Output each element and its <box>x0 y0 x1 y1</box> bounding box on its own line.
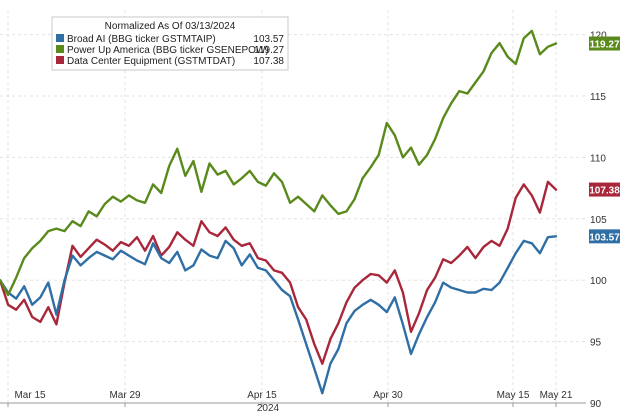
series-line-2 <box>0 180 558 365</box>
legend-items: Broad AI (BBG ticker GSTMTAIP) 103.57Powe… <box>56 34 284 67</box>
legend-swatch <box>56 34 64 42</box>
legend: Normalized As Of 03/13/2024 Broad AI (BB… <box>51 16 289 71</box>
y-tick-label: 115 <box>590 92 606 103</box>
last-value-badges: 103.57 119.27 107.38 <box>589 36 620 244</box>
y-tick-label: 110 <box>590 153 606 164</box>
last-value-badge-text: 103.57 <box>589 232 620 243</box>
y-tick-label: 120 <box>590 31 607 42</box>
legend-series-name: Power Up America (BBG ticker GSENEPOW) <box>67 45 269 56</box>
x-tick-label: Mar 29 <box>109 390 141 401</box>
legend-series-value: 107.38 <box>253 56 284 67</box>
legend-series-value: 119.27 <box>254 45 284 56</box>
last-value-badge-bg <box>589 182 620 197</box>
last-value-badge-bg <box>589 36 620 51</box>
y-tick-label: 95 <box>590 338 602 349</box>
last-value-badge-text: 107.38 <box>589 186 620 197</box>
y-tick-label: 90 <box>590 399 602 410</box>
x-tick-label: Apr 15 <box>247 390 277 401</box>
series-lines <box>0 29 558 395</box>
x-axis-ticks: Mar 15 Mar 29 Apr 15 Apr 30 May 15 May 21 <box>7 390 573 407</box>
series-line-0 <box>0 235 558 395</box>
y-tick-label: 105 <box>590 215 607 226</box>
last-value-badge-text: 119.27 <box>589 40 619 51</box>
x-tick-label: May 21 <box>540 390 573 401</box>
x-tick-label: Mar 15 <box>14 390 46 401</box>
legend-swatch <box>56 56 64 64</box>
legend-title: Normalized As Of 03/13/2024 <box>105 21 236 32</box>
x-axis-year-label: 2024 <box>257 403 280 414</box>
legend-series-name: Broad AI (BBG ticker GSTMTAIP) <box>67 34 216 45</box>
x-tick-label: Apr 30 <box>373 390 403 401</box>
legend-swatch <box>56 45 64 53</box>
x-tick-label: May 15 <box>497 390 530 401</box>
legend-series-value: 103.57 <box>253 34 284 45</box>
series-line-1 <box>0 29 558 297</box>
last-value-badge-bg <box>589 229 620 244</box>
y-tick-label: 100 <box>590 276 607 287</box>
y-axis-ticks: 90 95 100 105 110 115 120 <box>590 31 607 410</box>
legend-box <box>51 16 289 71</box>
legend-series-name: Data Center Equipment (GSTMTDAT) <box>67 56 235 67</box>
